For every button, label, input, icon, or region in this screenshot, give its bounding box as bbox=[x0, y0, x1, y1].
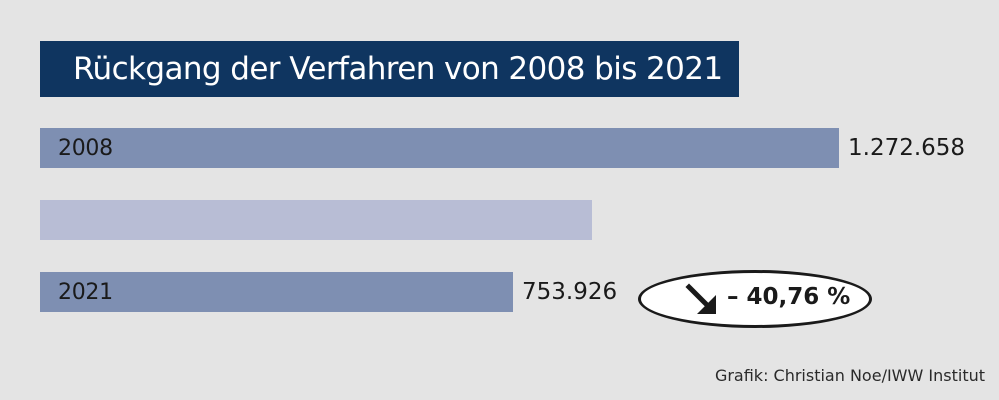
bar-2 bbox=[40, 272, 513, 312]
credit-line: Grafik: Christian Noe/IWW Institut bbox=[714, 366, 985, 385]
category-label: 2021 bbox=[58, 280, 113, 305]
bar-1 bbox=[40, 200, 592, 240]
chart-title: Rückgang der Verfahren von 2008 bis 2021 bbox=[73, 51, 723, 87]
value-label: 1.272.658 bbox=[848, 135, 966, 161]
title-box: Rückgang der Verfahren von 2008 bis 2021 bbox=[40, 41, 739, 97]
change-badge: – 40,76 % bbox=[638, 270, 872, 328]
arrow-down-right-icon bbox=[685, 283, 716, 314]
bar-0 bbox=[40, 128, 839, 168]
change-percent: – 40,76 % bbox=[727, 284, 851, 310]
value-label: 753.926 bbox=[522, 279, 618, 305]
category-label: 2008 bbox=[58, 136, 113, 161]
